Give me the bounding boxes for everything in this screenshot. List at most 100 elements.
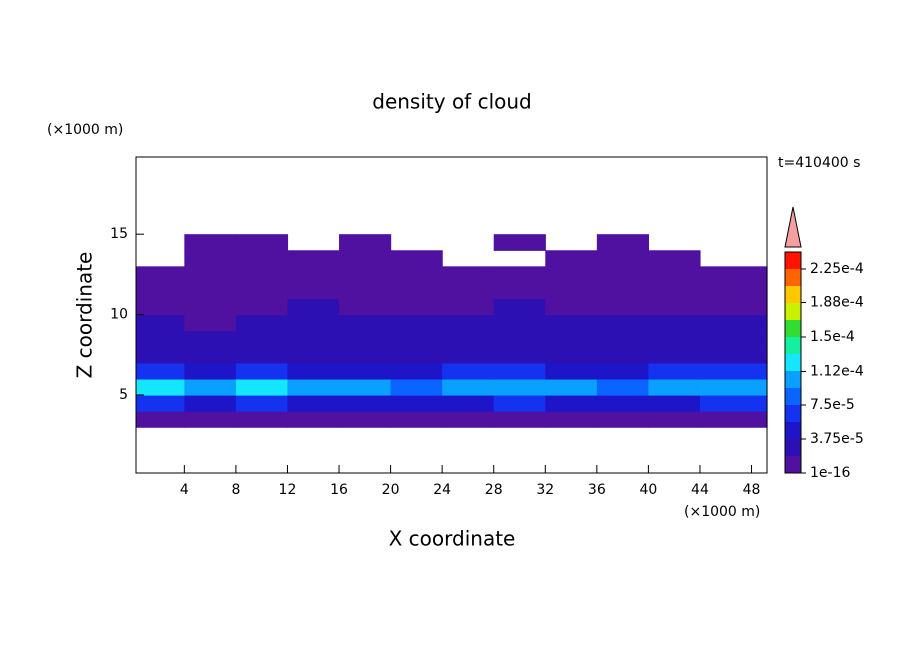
colorbar-tick-label: 1e-16 [810,465,850,481]
contour-cell [287,362,340,380]
contour-cell [648,314,701,332]
colorbar-tick-label: 7.5e-5 [810,397,855,413]
contour-cell [184,362,237,380]
contour-cell [339,266,392,284]
contour-cell [442,362,495,380]
y-tick-label: 15 [110,226,128,242]
contour-cell [442,346,495,364]
contour-cell [235,411,289,428]
x-unit: (×1000 m) [684,504,760,520]
colorbar-band [785,439,801,456]
contour-cell [287,266,340,284]
contour-cell [648,298,701,316]
contour-cell [339,346,392,364]
contour-cell [442,411,495,428]
contour-cell [235,250,289,267]
contour-cell [339,234,392,251]
colorbar-extend [784,206,802,248]
contour-cell [136,266,185,284]
contour-cell [648,411,701,428]
contour-cell [699,346,768,364]
contour-cell [136,362,185,380]
contour-cell [493,234,546,251]
x-tick-label: 28 [485,482,503,498]
contour-cell [235,266,289,284]
x-tick-label: 8 [231,482,240,498]
x-tick-label: 48 [743,482,761,498]
contour-cell [390,282,443,300]
contour-cell [648,395,701,412]
contour-cell [648,282,701,300]
contour-cell [596,330,650,348]
y-tick-label: 5 [119,387,128,403]
contour-cell [699,266,768,284]
contour-cell [235,314,289,332]
contour-cell [184,346,237,364]
contour-cell [390,330,443,348]
contour-cell [596,362,650,380]
contour-cell [287,330,340,348]
contour-cell [339,330,392,348]
colorbar-band [785,354,801,371]
contour-cell [545,250,598,267]
contour-cell [493,314,546,332]
colorbar-band [785,422,801,439]
contour-cell [287,298,340,316]
contour-cell [390,314,443,332]
contour-cell [184,298,237,316]
contour-cell [442,395,495,412]
contour-cell [390,411,443,428]
contour-cell [442,378,495,396]
colorbar-band [785,303,801,320]
contour-cell [596,250,650,267]
contour-cell [699,314,768,332]
y-axis-label: Z coordinate [73,252,97,379]
contour-cell [493,362,546,380]
contour-cell [545,395,598,412]
contour-cell [596,314,650,332]
contour-cell [442,330,495,348]
contour-cell [136,395,185,412]
contour-cell [493,346,546,364]
contour-cell [390,298,443,316]
y-unit: (×1000 m) [47,122,123,138]
contour-cell [390,250,443,267]
x-tick-label: 4 [180,482,189,498]
contour-cell [648,266,701,284]
x-tick-label: 44 [691,482,709,498]
contour-cell [235,234,289,251]
contour-cell [339,250,392,267]
contour-cell [235,362,289,380]
contour-cell [136,314,185,332]
contour-field [136,234,768,428]
contour-cell [545,411,598,428]
x-tick-label: 16 [330,482,348,498]
contour-cell [390,395,443,412]
contour-cell [545,378,598,396]
contour-cell [596,395,650,412]
contour-cell [493,282,546,300]
contour-cell [235,282,289,300]
contour-cell [596,282,650,300]
contour-cell [287,378,340,396]
x-tick-label: 40 [639,482,657,498]
colorbar-tick-label: 1.5e-4 [810,329,855,345]
contour-cell [390,378,443,396]
contour-cell [596,346,650,364]
colorbar-tick-label: 1.12e-4 [810,363,864,379]
contour-cell [339,395,392,412]
x-tick-label: 24 [433,482,451,498]
colorbar-tick-label: 2.25e-4 [810,261,864,277]
contour-cell [596,411,650,428]
contour-cell [339,314,392,332]
colorbar-band [785,388,801,405]
x-tick-label: 36 [588,482,606,498]
contour-cell [339,411,392,428]
contour-cell [493,395,546,412]
contour-cell [596,234,650,251]
contour-cell [339,362,392,380]
contour-cell [442,314,495,332]
contour-cell [390,266,443,284]
